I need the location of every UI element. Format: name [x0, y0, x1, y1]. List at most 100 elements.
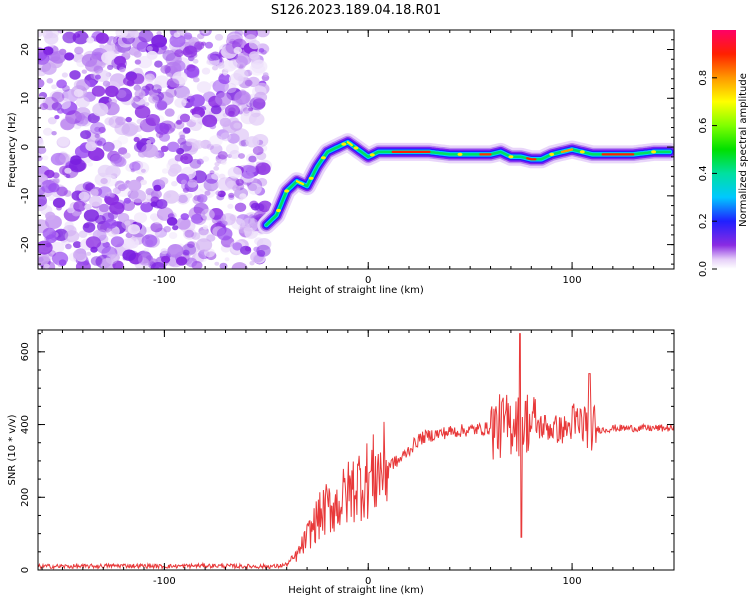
- noise-speckle: [115, 30, 128, 38]
- noise-speckle: [214, 261, 220, 266]
- noise-speckle: [121, 123, 138, 137]
- noise-speckle: [150, 201, 158, 207]
- noise-speckle: [38, 146, 47, 154]
- noise-speckle: [186, 67, 200, 79]
- noise-speckle: [190, 108, 197, 114]
- noise-speckle: [236, 62, 246, 70]
- spectrogram-content: [38, 30, 674, 269]
- noise-speckle: [38, 67, 47, 77]
- noise-speckle: [168, 232, 178, 239]
- noise-speckle: [133, 51, 142, 58]
- noise-speckle: [81, 69, 88, 74]
- noise-speckle: [256, 244, 271, 257]
- noise-speckle: [159, 132, 170, 142]
- noise-speckle: [148, 94, 160, 104]
- ridge-peak: [341, 142, 347, 146]
- noise-speckle: [220, 132, 232, 142]
- noise-speckle: [172, 225, 179, 231]
- noise-speckle: [62, 31, 77, 44]
- noise-speckle: [105, 192, 111, 197]
- noise-speckle: [256, 238, 272, 251]
- noise-speckle: [144, 102, 150, 107]
- noise-speckle: [235, 52, 252, 66]
- noise-speckle: [232, 128, 250, 142]
- noise-speckle: [89, 188, 99, 197]
- noise-speckle: [125, 116, 132, 123]
- ridge-peak: [284, 189, 290, 193]
- noise-speckle: [108, 96, 116, 103]
- noise-speckle: [211, 172, 220, 180]
- noise-speckle: [38, 252, 50, 266]
- noise-speckle: [85, 141, 97, 152]
- noise-speckle: [249, 62, 265, 76]
- x-tick-label: 100: [563, 275, 582, 286]
- noise-speckle: [137, 55, 153, 69]
- noise-speckle: [50, 241, 65, 254]
- noise-speckle: [187, 241, 195, 248]
- noise-speckle: [241, 217, 259, 232]
- snr-frame: [37, 329, 675, 571]
- noise-speckle: [94, 133, 100, 139]
- y-tick-label: 0: [20, 567, 31, 573]
- noise-speckle: [146, 50, 158, 60]
- noise-speckle: [173, 32, 181, 38]
- noise-speckle: [48, 250, 56, 257]
- noise-speckle: [151, 84, 162, 93]
- noise-speckle: [59, 153, 72, 164]
- noise-speckle: [112, 187, 122, 195]
- noise-speckle: [114, 182, 132, 197]
- noise-speckle: [64, 52, 75, 61]
- noise-speckle: [199, 182, 212, 193]
- noise-speckle: [69, 70, 81, 80]
- noise-speckle: [166, 72, 173, 78]
- noise-speckle: [212, 65, 218, 71]
- noise-speckle: [245, 136, 260, 148]
- noise-speckle: [220, 213, 236, 226]
- noise-speckle: [122, 121, 139, 136]
- noise-speckle: [45, 234, 57, 244]
- y-tick-label: -10: [20, 188, 31, 204]
- noise-speckle: [162, 50, 176, 61]
- noise-speckle: [180, 213, 189, 221]
- noise-speckle: [117, 135, 129, 145]
- noise-speckle: [42, 155, 49, 161]
- noise-speckle: [204, 188, 216, 198]
- y-tick-label: 600: [20, 342, 31, 361]
- figure-title: S126.2023.189.04.18.R01: [271, 3, 441, 18]
- noise-speckle: [176, 119, 182, 125]
- noise-speckle: [144, 73, 155, 82]
- noise-speckle: [196, 194, 208, 203]
- noise-speckle: [73, 79, 86, 90]
- noise-speckle: [202, 156, 210, 162]
- noise-speckle: [90, 256, 103, 266]
- ridge-peak: [353, 146, 359, 150]
- noise-speckle: [131, 73, 145, 85]
- noise-speckle: [130, 189, 147, 203]
- colorbar-tick-label: 0.6: [698, 118, 709, 134]
- noise-speckle: [56, 205, 62, 211]
- noise-speckle: [201, 67, 211, 75]
- noise-speckle: [177, 194, 188, 204]
- noise-speckle: [57, 107, 65, 114]
- noise-speckle: [164, 108, 175, 117]
- y-tick-label: -20: [20, 236, 31, 252]
- noise-speckle: [90, 246, 98, 253]
- noise-speckle: [154, 81, 162, 88]
- x-tick-label: 100: [563, 576, 582, 587]
- noise-speckle: [169, 163, 182, 174]
- noise-speckle: [235, 178, 244, 186]
- spectrogram-ylabel: Frequency (Hz): [7, 112, 18, 188]
- y-tick-label: 200: [20, 488, 31, 507]
- noise-speckle: [38, 60, 51, 72]
- noise-speckle: [182, 249, 190, 256]
- noise-speckle: [184, 180, 199, 192]
- noise-speckle: [202, 114, 218, 128]
- noise-speckle: [73, 89, 84, 97]
- noise-speckle: [145, 188, 155, 196]
- noise-speckle: [240, 110, 257, 125]
- noise-speckle: [228, 192, 235, 198]
- noise-speckle: [138, 92, 144, 97]
- noise-speckle: [256, 249, 266, 257]
- noise-speckle: [209, 135, 223, 147]
